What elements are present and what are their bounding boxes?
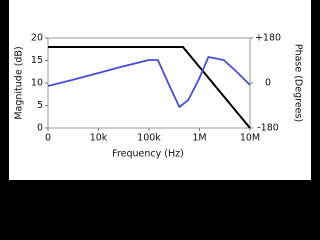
series-line bbox=[48, 46, 251, 129]
x-axis-title: Frequency (Hz) bbox=[112, 149, 184, 160]
y-tick-label: 20 bbox=[31, 33, 43, 44]
x-tick-label: 1M bbox=[192, 133, 206, 144]
y-tick-label: 15 bbox=[31, 55, 43, 66]
chart: Frequency (Hz) Magnitude (dB) Phase (Deg… bbox=[9, 0, 311, 180]
y-tick-label: 10 bbox=[31, 78, 43, 89]
y2-tick-label: -180 bbox=[257, 123, 279, 134]
x-tick-label: 10M bbox=[240, 133, 260, 144]
y2-tick-label: +180 bbox=[255, 33, 281, 44]
page: Frequency (Hz) Magnitude (dB) Phase (Deg… bbox=[9, 0, 311, 180]
y2-tick-label: 0 bbox=[265, 78, 271, 89]
y-axis-title: Magnitude (dB) bbox=[14, 46, 25, 119]
x-tick-label: 10k bbox=[90, 133, 108, 144]
y-tick-label: 5 bbox=[37, 100, 43, 111]
y-tick-label: 0 bbox=[37, 123, 43, 134]
series-line bbox=[47, 56, 251, 108]
x-tick-label: 100k bbox=[137, 133, 161, 144]
y2-axis-title: Phase (Degrees) bbox=[293, 44, 304, 122]
x-tick-label: 0 bbox=[45, 133, 51, 144]
panel bbox=[9, 0, 311, 180]
